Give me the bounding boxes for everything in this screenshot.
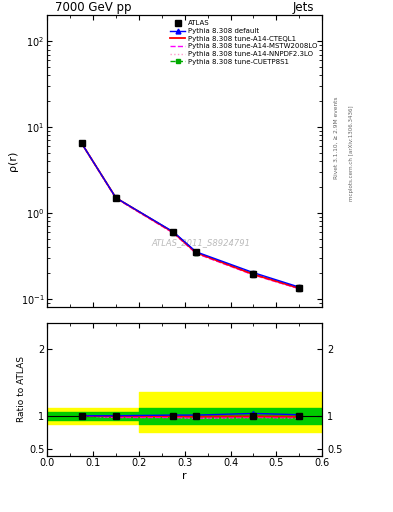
Text: 7000 GeV pp: 7000 GeV pp [55, 1, 132, 14]
X-axis label: r: r [182, 471, 187, 481]
Y-axis label: Ratio to ATLAS: Ratio to ATLAS [17, 356, 26, 422]
Text: Rivet 3.1.10, ≥ 2.9M events: Rivet 3.1.10, ≥ 2.9M events [334, 97, 338, 180]
Legend: ATLAS, Pythia 8.308 default, Pythia 8.308 tune-A14-CTEQL1, Pythia 8.308 tune-A14: ATLAS, Pythia 8.308 default, Pythia 8.30… [169, 19, 319, 66]
Text: mcplots.cern.ch [arXiv:1306.3436]: mcplots.cern.ch [arXiv:1306.3436] [349, 106, 354, 201]
Text: ATLAS_2011_S8924791: ATLAS_2011_S8924791 [152, 239, 251, 247]
Y-axis label: ρ(r): ρ(r) [8, 151, 18, 172]
Text: Jets: Jets [292, 1, 314, 14]
